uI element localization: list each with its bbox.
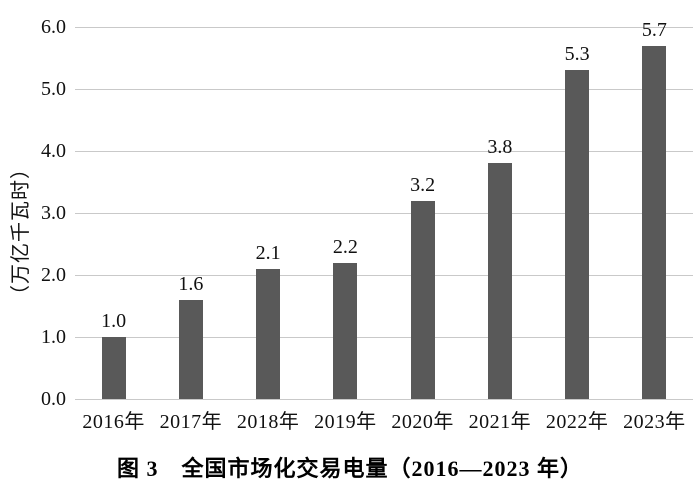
x-tick-label-2021年: 2021年 [468, 411, 532, 433]
x-tick-label-2018年: 2018年 [236, 411, 300, 433]
y-tick-label-5.0: 5.0 [41, 78, 66, 100]
y-tick-label-3.0: 3.0 [41, 202, 66, 224]
gridline-3.0 [75, 213, 693, 214]
x-tick-label-2019年: 2019年 [314, 411, 377, 433]
y-tick-label-6.0: 6.0 [41, 16, 66, 38]
bar-2016年 [101, 337, 126, 399]
gridline-0.0 [75, 399, 693, 400]
y-tick-label-4.0: 4.0 [41, 140, 66, 162]
y-tick-label-2.0: 2.0 [41, 264, 66, 286]
data-label-2020年: 3.2 [410, 173, 436, 196]
y-tick-label-0.0: 0.0 [41, 388, 66, 410]
bar-2017年 [178, 299, 203, 399]
bar-2020年 [410, 200, 435, 399]
figure-caption: 图 3 全国市场化交易电量（2016—2023 年） [116, 456, 583, 481]
y-tick-label-1.0: 1.0 [41, 326, 66, 348]
data-label-2016年: 1.0 [101, 310, 127, 332]
data-label-2021年: 3.8 [487, 136, 513, 159]
gridline-1.0 [75, 337, 693, 338]
data-label-2018年: 2.1 [255, 241, 281, 264]
bar-2023年 [642, 45, 667, 399]
gridline-2.0 [75, 275, 693, 276]
x-tick-label-2016年: 2016年 [82, 411, 145, 433]
x-tick-label-2022年: 2022年 [545, 411, 609, 433]
bar-2019年 [333, 262, 358, 399]
gridline-6.0 [75, 27, 693, 28]
data-label-2022年: 5.3 [564, 43, 590, 66]
gridline-4.0 [75, 151, 693, 152]
x-tick-label-2017年: 2017年 [159, 411, 223, 433]
x-tick-label-2020年: 2020年 [391, 411, 454, 433]
bar-2018年 [256, 268, 281, 399]
data-label-2019年: 2.2 [332, 235, 358, 258]
bar-2021年 [487, 163, 512, 399]
plot-area: 1.0 1.6 2.1 2.2 3.2 3.8 5.3 5.7 [75, 19, 693, 400]
bar-2022年 [565, 70, 590, 399]
data-label-2017年: 1.6 [178, 272, 204, 295]
data-label-2023年: 5.7 [641, 18, 667, 41]
gridline-5.0 [75, 89, 693, 90]
x-tick-label-2023年: 2023年 [623, 411, 686, 433]
